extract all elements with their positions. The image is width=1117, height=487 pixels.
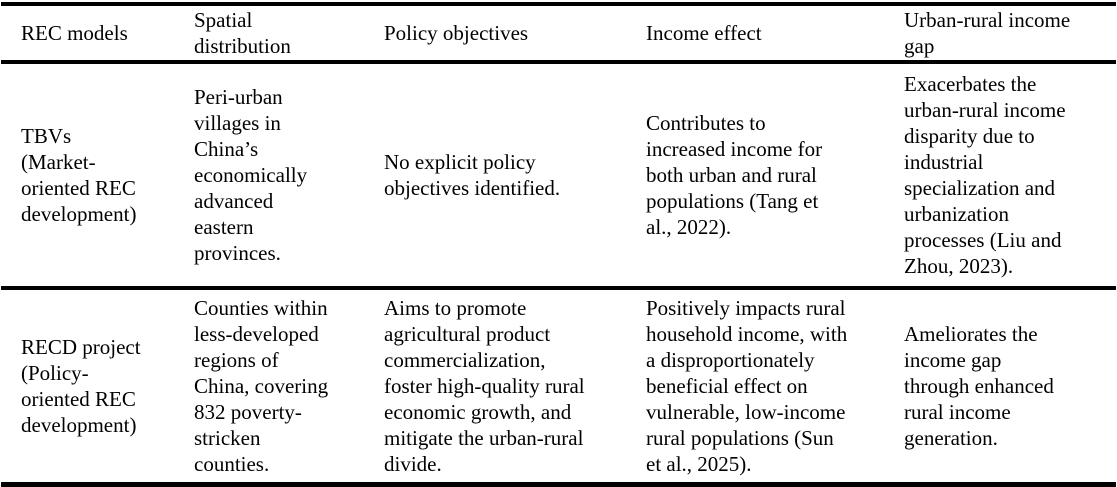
header-cell-income-effect: Income effect — [646, 21, 762, 45]
header-cell-rec-models: REC models — [21, 21, 128, 45]
cell-recd-spatial-distribution: Counties within less-developed regions o… — [194, 296, 329, 476]
cell-tbvs-policy-objectives: No explicit policy objectives identified… — [384, 150, 561, 200]
cell-recd-income-effect: Positively impacts rural household incom… — [646, 296, 848, 476]
cell-recd-urban-rural-income-gap: Ameliorates the income gap through enhan… — [904, 322, 1054, 450]
cell-tbvs-spatial-distribution: Peri-urban villages in China’s economica… — [194, 85, 308, 265]
cell-recd-model: RECD project (Policy- oriented REC devel… — [21, 335, 141, 437]
table-row-tbvs: TBVs (Market- oriented REC development) … — [1, 62, 1116, 288]
header-cell-spatial-distribution: Spatial distribution — [194, 8, 291, 58]
cell-recd-policy-objectives: Aims to promote agricultural product com… — [384, 296, 585, 476]
cell-tbvs-model: TBVs (Market- oriented REC development) — [21, 124, 137, 226]
table-row-recd-project: RECD project (Policy- oriented REC devel… — [1, 288, 1116, 485]
header-cell-policy-objectives: Policy objectives — [384, 21, 529, 45]
header-cell-urban-rural-income-gap: Urban-rural income gap — [904, 8, 1071, 58]
table-body: TBVs (Market- oriented REC development) … — [1, 62, 1116, 485]
table-header: REC models Spatial distribution Policy o… — [1, 4, 1116, 62]
cell-tbvs-income-effect: Contributes to increased income for both… — [646, 111, 823, 239]
cell-tbvs-urban-rural-income-gap: Exacerbates the urban-rural income dispa… — [904, 72, 1066, 278]
header-row: REC models Spatial distribution Policy o… — [1, 4, 1116, 62]
